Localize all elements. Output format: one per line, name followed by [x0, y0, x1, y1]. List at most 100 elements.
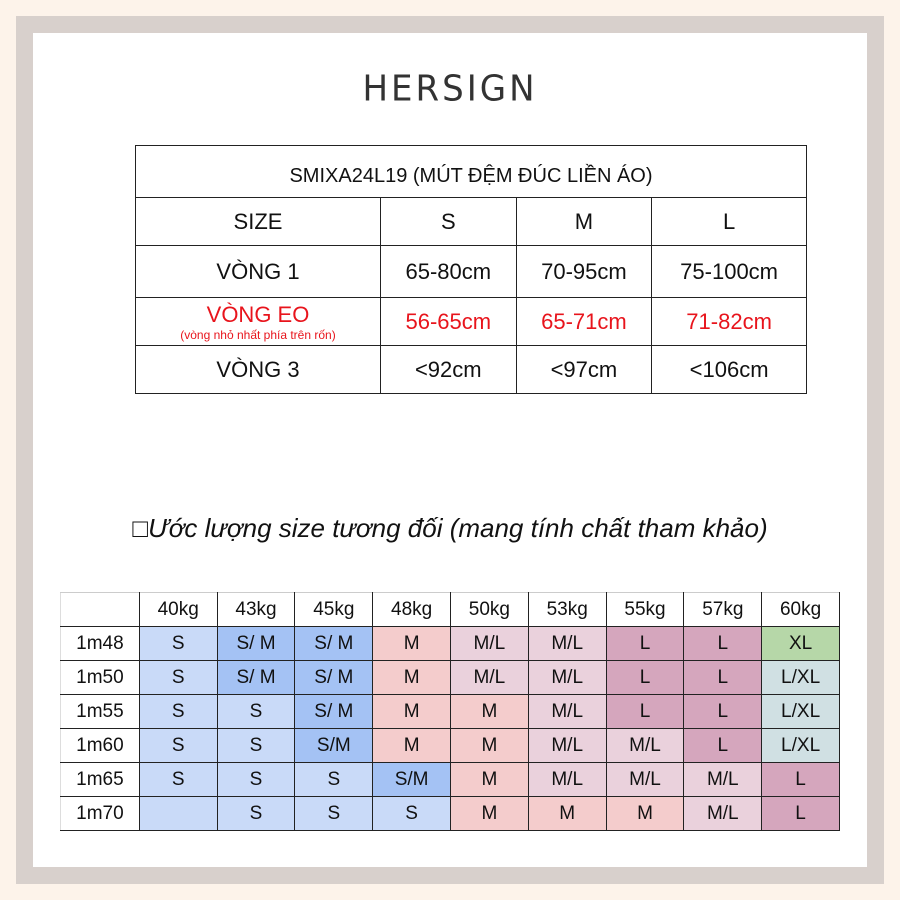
cell: 65-80cm	[379, 245, 517, 298]
content: HERSIGN SMIXA24L19 (MÚT ĐỆM ĐÚC LIỀN ÁO)…	[33, 33, 867, 867]
table-row: 1m50 S S/ M S/ M M M/L M/L L L L/XL	[60, 660, 840, 695]
size-cell: S/ M	[216, 660, 296, 695]
weight-header: 40kg	[138, 592, 218, 627]
size-cell: S	[216, 694, 296, 729]
size-cell: L	[605, 694, 685, 729]
size-cell: L	[605, 626, 685, 661]
cell: <92cm	[379, 345, 517, 394]
size-cell: L	[683, 660, 763, 695]
size-cell: M/L	[527, 626, 607, 661]
table-row: 1m48 S S/ M S/ M M M/L M/L L L XL	[60, 626, 840, 661]
weight-header: 45kg	[294, 592, 374, 627]
size-cell: M/L	[527, 762, 607, 797]
estimate-table: 40kg 43kg 45kg 48kg 50kg 53kg 55kg 57kg 60kg 1m48…	[60, 592, 840, 831]
size-cell: XL	[761, 626, 840, 661]
size-cell: S	[138, 728, 218, 763]
row-label: VÒNG 3	[135, 345, 381, 394]
cell: <97cm	[515, 345, 653, 394]
size-cell: M/L	[605, 762, 685, 797]
weight-header: 53kg	[527, 592, 607, 627]
row-label: VÒNG EO (vòng nhỏ nhất phía trên rốn)	[135, 297, 381, 346]
size-cell: L	[683, 694, 763, 729]
header-l: L	[651, 197, 807, 246]
size-cell: M	[372, 626, 451, 661]
size-cell: S/ M	[216, 626, 296, 661]
size-cell: L	[683, 626, 763, 661]
size-cell: S	[138, 660, 218, 695]
size-cell: S	[294, 762, 374, 797]
size-cell: M	[450, 694, 529, 729]
estimate-heading: □Ước lượng size tương đối (mang tính chấ…	[132, 513, 768, 543]
size-cell: L	[683, 728, 763, 763]
size-cell: S/M	[294, 728, 374, 763]
header-s: S	[379, 197, 517, 246]
size-cell: M/L	[527, 694, 607, 729]
table-row: 1m60 S S S/M M M M/L M/L L L/XL	[60, 728, 840, 763]
size-cell: M	[450, 796, 529, 831]
size-cell: S	[138, 762, 218, 797]
size-cell: S	[216, 796, 296, 831]
height-label: 1m70	[60, 796, 140, 831]
weight-header: 57kg	[683, 592, 763, 627]
size-cell: M	[372, 728, 451, 763]
table-row: 1m70 S S S M M M M/L L	[60, 796, 840, 831]
cell: 56-65cm	[379, 297, 517, 346]
weight-header: 50kg	[450, 592, 529, 627]
size-cell: L/XL	[761, 728, 840, 763]
size-cell: M	[372, 694, 451, 729]
table-row: 1m65 S S S S/M M M/L M/L M/L L	[60, 762, 840, 797]
size-cell	[138, 796, 218, 831]
size-cell: M/L	[450, 660, 529, 695]
size-cell: L	[761, 762, 840, 797]
brand-logo: HERSIGN	[362, 68, 538, 110]
weight-header: 48kg	[372, 592, 451, 627]
height-label: 1m55	[60, 694, 140, 729]
cell: 65-71cm	[515, 297, 653, 346]
table-row: 1m55 S S S/ M M M M/L L L L/XL	[60, 694, 840, 729]
waist-note: (vòng nhỏ nhất phía trên rốn)	[180, 327, 336, 342]
cell: 71-82cm	[651, 297, 807, 346]
size-cell: L/XL	[761, 694, 840, 729]
size-cell: S	[138, 694, 218, 729]
size-table: SMIXA24L19 (MÚT ĐỆM ĐÚC LIỀN ÁO) SIZE S …	[135, 145, 807, 394]
size-cell: M	[605, 796, 685, 831]
size-cell: L/XL	[761, 660, 840, 695]
cell: 75-100cm	[651, 245, 807, 298]
weight-header: 43kg	[216, 592, 296, 627]
weight-header: 60kg	[761, 592, 840, 627]
height-label: 1m50	[60, 660, 140, 695]
corner-cell	[60, 592, 140, 627]
size-cell: S/ M	[294, 694, 374, 729]
size-cell: M	[450, 728, 529, 763]
height-label: 1m65	[60, 762, 140, 797]
header-m: M	[515, 197, 653, 246]
size-cell: M	[527, 796, 607, 831]
height-label: 1m48	[60, 626, 140, 661]
header-size: SIZE	[135, 197, 381, 246]
row-label: VÒNG 1	[135, 245, 381, 298]
size-cell: M	[372, 660, 451, 695]
size-cell: S/ M	[294, 660, 374, 695]
size-cell: S	[138, 626, 218, 661]
height-label: 1m60	[60, 728, 140, 763]
size-cell: M/L	[683, 796, 763, 831]
size-cell: S	[216, 728, 296, 763]
size-cell: L	[761, 796, 840, 831]
size-cell: S/M	[372, 762, 451, 797]
size-cell: S	[372, 796, 451, 831]
size-table-title: SMIXA24L19 (MÚT ĐỆM ĐÚC LIỀN ÁO)	[135, 145, 807, 198]
size-cell: S	[216, 762, 296, 797]
size-cell: S	[294, 796, 374, 831]
size-cell: S/ M	[294, 626, 374, 661]
size-cell: M/L	[527, 728, 607, 763]
size-cell: L	[605, 660, 685, 695]
size-cell: M/L	[605, 728, 685, 763]
size-cell: M	[450, 762, 529, 797]
cell: <106cm	[651, 345, 807, 394]
frame: HERSIGN SMIXA24L19 (MÚT ĐỆM ĐÚC LIỀN ÁO)…	[16, 16, 884, 884]
waist-label: VÒNG EO	[206, 301, 310, 327]
size-cell: M/L	[527, 660, 607, 695]
size-cell: M/L	[683, 762, 763, 797]
cell: 70-95cm	[515, 245, 653, 298]
weight-header: 55kg	[605, 592, 685, 627]
